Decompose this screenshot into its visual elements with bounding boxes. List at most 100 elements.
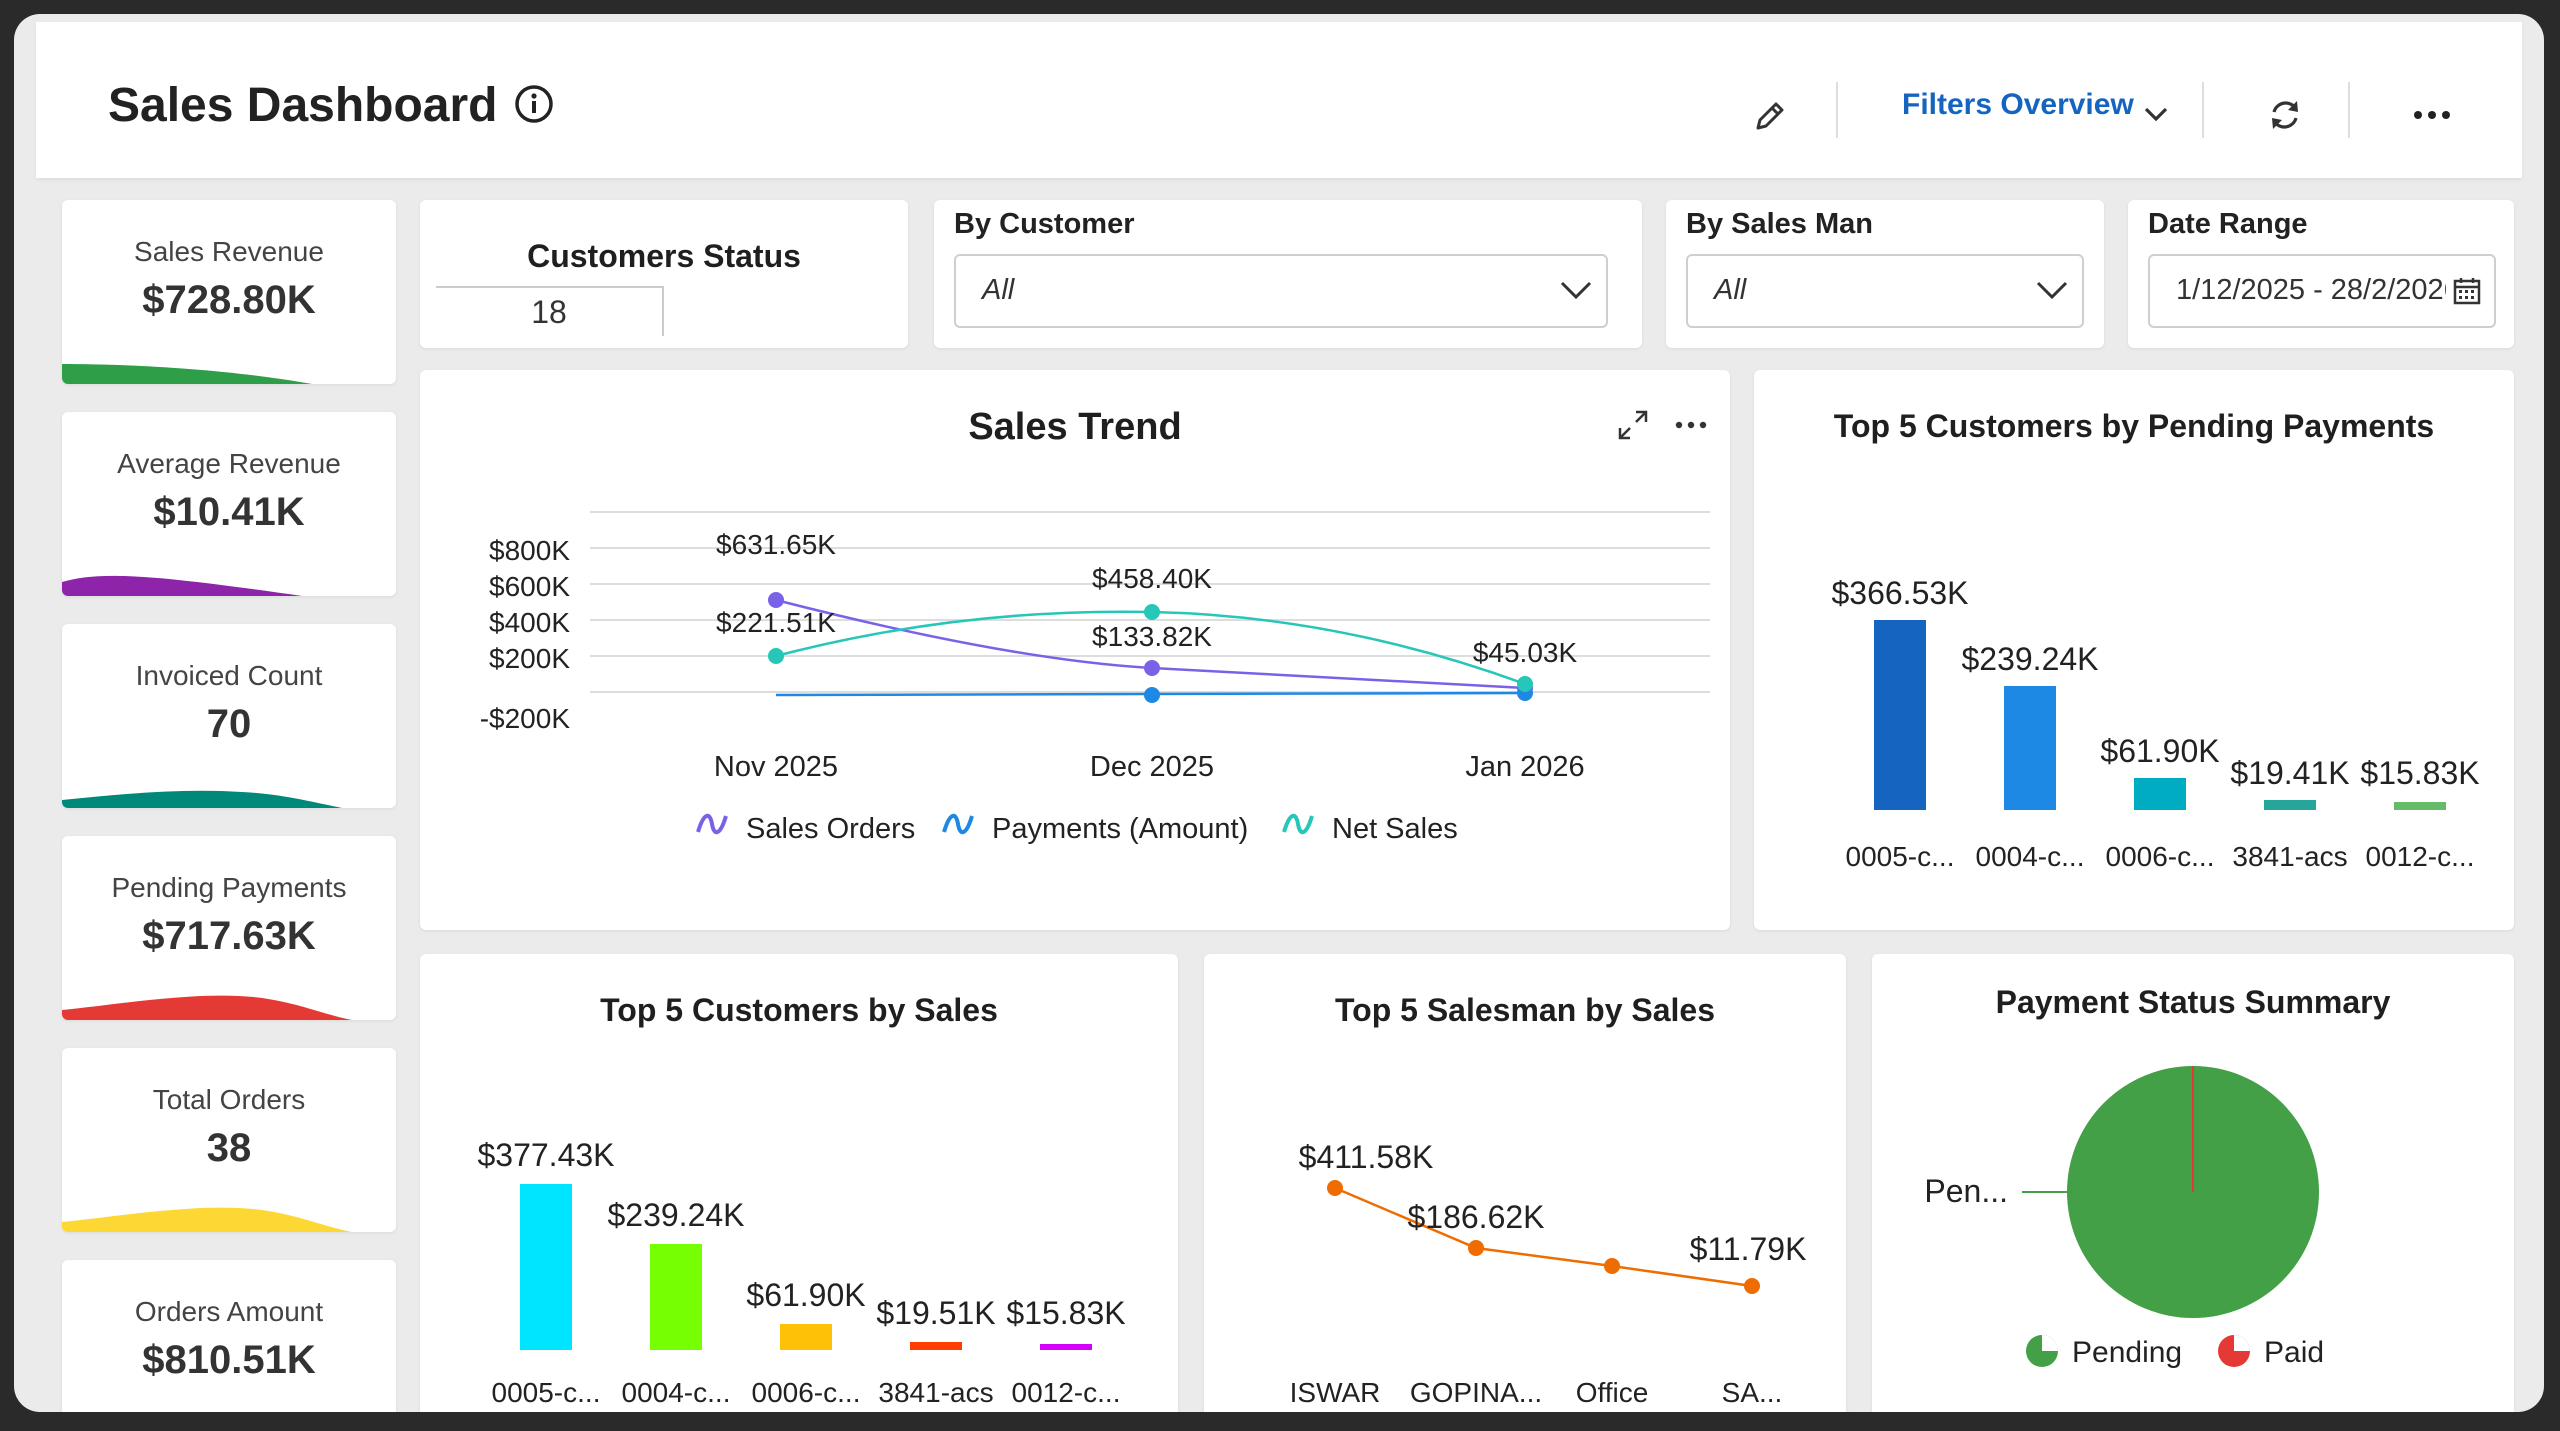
filters-overview-button[interactable]: Filters Overview [1902,88,2134,121]
bar-label: $15.83K [1006,1295,1125,1331]
point-net-sales-jan [1517,676,1533,692]
kpi-sparkline [62,790,342,808]
point-net-sales-dec [1144,604,1160,620]
header-divider [1836,82,1838,138]
customers-status-box: 18 [436,286,664,336]
x-tick-label: Dec 2025 [1090,751,1214,783]
x-tick-label: 3841-acs [878,1377,993,1408]
point-sales-orders-dec [1144,660,1160,676]
kpi-sparkline [62,1207,352,1232]
header-divider [2348,82,2350,138]
app-frame: Sales Dashboard Filters Overview Sales R [14,14,2544,1412]
kpi-sparkline [62,575,302,596]
chevron-down-icon [2036,281,2068,300]
point [1327,1180,1343,1196]
kpi-card-pending-payments[interactable]: Pending Payments $717.63K [62,836,396,1020]
bar [2264,800,2316,810]
x-tick-label: 0012-c... [2366,841,2475,872]
header-divider [2202,82,2204,138]
legend-label: Paid [2264,1336,2324,1369]
top5-salesman-title: Top 5 Salesman by Sales [1334,992,1715,1028]
by-sales-man-value: All [1714,274,1747,306]
data-label: $458.40K [1092,563,1212,594]
edit-icon[interactable] [1752,100,1786,134]
calendar-icon[interactable] [2452,276,2482,306]
legend-label: Payments (Amount) [992,813,1248,845]
bar [780,1324,832,1350]
by-customer-label: By Customer [954,208,1135,240]
x-tick-label: 0006-c... [752,1377,861,1408]
bar [650,1244,702,1350]
bar-label: $61.90K [2100,733,2219,769]
legend-wave-icon [942,813,974,835]
by-customer-filter: By Customer All [934,200,1642,348]
bar [910,1342,962,1350]
bar-label: $61.90K [746,1277,865,1313]
legend-label: Sales Orders [746,813,915,845]
x-tick-label: 0005-c... [1846,841,1955,872]
page-title: Sales Dashboard [108,79,498,132]
top5-pending-panel: Top 5 Customers by Pending Payments $366… [1754,370,2514,930]
more-options-icon[interactable] [1674,420,1708,430]
chevron-down-icon[interactable] [2142,104,2170,124]
by-sales-man-select[interactable]: All [1686,254,2084,328]
x-tick-label: 0004-c... [1976,841,2085,872]
refresh-icon[interactable] [2266,96,2304,134]
bar-label: $366.53K [1831,575,1968,611]
x-tick-label: SA... [1722,1377,1783,1408]
kpi-card-orders-amount[interactable]: Orders Amount $810.51K [62,1260,396,1412]
kpi-value: 38 [206,1126,252,1170]
sales-trend-chart: $800K $600K $400K $200K -$200K $631.65K … [480,511,1710,845]
pie-legend-icon-cut [2042,1335,2058,1351]
point-label: $186.62K [1407,1199,1544,1235]
kpi-label: Invoiced Count [135,660,323,691]
customers-status-value: 18 [531,294,567,330]
data-label: $45.03K [1473,637,1578,668]
x-tick-label: GOPINA... [1410,1377,1542,1408]
kpi-label: Orders Amount [134,1296,324,1327]
data-label: $631.65K [716,529,836,560]
customers-status-card[interactable]: Customers Status 18 [420,200,908,348]
y-tick-label: $200K [489,643,570,674]
bar-label: $239.24K [1961,641,2098,677]
date-range-input[interactable]: 1/12/2025 - 28/2/2026 [2148,254,2496,328]
bar-label: $19.41K [2230,755,2349,791]
by-customer-value: All [982,274,1015,306]
salesman-line [1334,1186,1753,1288]
pie-legend-icon-cut [2234,1335,2250,1351]
bar-label: $377.43K [477,1137,614,1173]
bar [1040,1344,1092,1350]
kpi-value: $728.80K [142,278,316,322]
sales-trend-panel: Sales Trend $800K $600K $400K $200K -$20… [420,370,1730,930]
legend-wave-icon [696,813,728,835]
top5-salesman-panel: Top 5 Salesman by Sales $411.58K $186.62… [1204,954,1846,1412]
x-tick-label: ISWAR [1290,1377,1381,1408]
y-tick-label: $600K [489,571,570,602]
more-options-icon[interactable] [2412,108,2452,122]
bar-label: $239.24K [607,1197,744,1233]
data-label: $133.82K [1092,621,1212,652]
kpi-card-average-revenue[interactable]: Average Revenue $10.41K [62,412,396,596]
kpi-value: 70 [206,702,252,746]
kpi-sparkline [62,995,352,1020]
expand-icon[interactable] [1616,408,1650,442]
point [1468,1240,1484,1256]
by-customer-select[interactable]: All [954,254,1608,328]
kpi-card-invoiced-count[interactable]: Invoiced Count 70 [62,624,396,808]
kpi-label: Total Orders [152,1084,306,1115]
info-icon[interactable] [514,84,554,124]
top5-pending-title: Top 5 Customers by Pending Payments [1833,408,2435,444]
top5-pending-chart: $366.53K $239.24K $61.90K $19.41K $15.83… [1831,575,2479,872]
point [1744,1278,1760,1294]
x-tick-label: Office [1576,1377,1649,1408]
bar [1874,620,1926,810]
bar [2134,778,2186,810]
sales-trend-title: Sales Trend [968,406,1182,448]
kpi-card-sales-revenue[interactable]: Sales Revenue $728.80K [62,200,396,384]
data-label: $221.51K [716,607,836,638]
kpi-card-total-orders[interactable]: Total Orders 38 [62,1048,396,1232]
y-tick-label: $800K [489,535,570,566]
point-payments-dec [1144,687,1160,703]
legend-label: Net Sales [1332,813,1458,845]
point-label: $11.79K [1690,1231,1807,1267]
